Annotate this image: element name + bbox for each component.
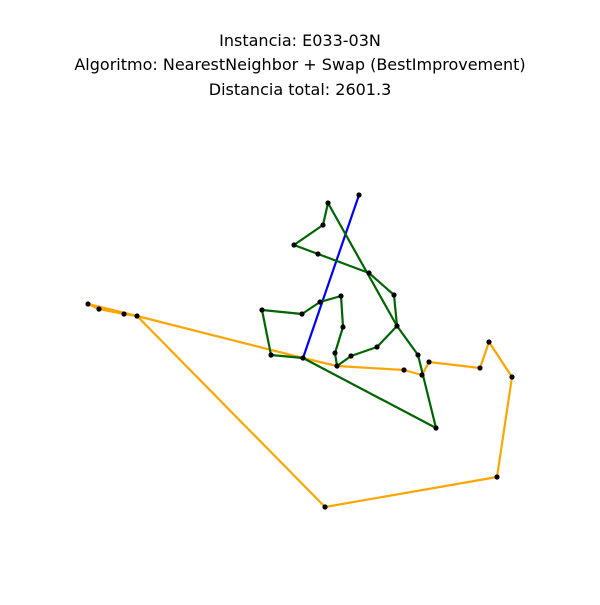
title-algorithm: Algoritmo: NearestNeighbor + Swap (BestI… <box>74 55 525 74</box>
customer-node <box>486 339 492 345</box>
customer-node <box>419 372 425 378</box>
customer-node <box>325 200 331 206</box>
customer-node <box>334 363 340 369</box>
title-total-distance: Distancia total: 2601.3 <box>209 80 392 99</box>
nodes-layer <box>85 192 515 510</box>
customer-node <box>340 324 346 330</box>
route-blue <box>301 193 361 360</box>
routes-layer <box>86 193 514 509</box>
customer-node <box>366 270 372 276</box>
customer-node <box>332 350 338 356</box>
customer-node <box>291 242 297 248</box>
route-orange <box>86 302 514 509</box>
customer-node <box>338 293 344 299</box>
customer-node <box>259 307 265 313</box>
customer-node <box>356 192 362 198</box>
customer-node <box>394 323 400 329</box>
customer-node <box>96 306 102 312</box>
title-instance: Instancia: E033-03N <box>219 31 381 50</box>
depot-node <box>300 355 306 361</box>
customer-node <box>477 365 483 371</box>
customer-node <box>85 301 91 307</box>
customer-node <box>299 311 305 317</box>
customer-node <box>391 292 397 298</box>
customer-node <box>509 374 515 380</box>
customer-node <box>426 359 432 365</box>
route-green <box>260 201 438 430</box>
customer-node <box>374 344 380 350</box>
customer-node <box>317 299 323 305</box>
customer-node <box>494 474 500 480</box>
customer-node <box>322 504 328 510</box>
customer-node <box>401 367 407 373</box>
customer-node <box>433 425 439 431</box>
customer-node <box>415 352 421 358</box>
customer-node <box>315 251 321 257</box>
customer-node <box>320 222 326 228</box>
customer-node <box>134 313 140 319</box>
customer-node <box>268 352 274 358</box>
customer-node <box>121 311 127 317</box>
customer-node <box>348 353 354 359</box>
